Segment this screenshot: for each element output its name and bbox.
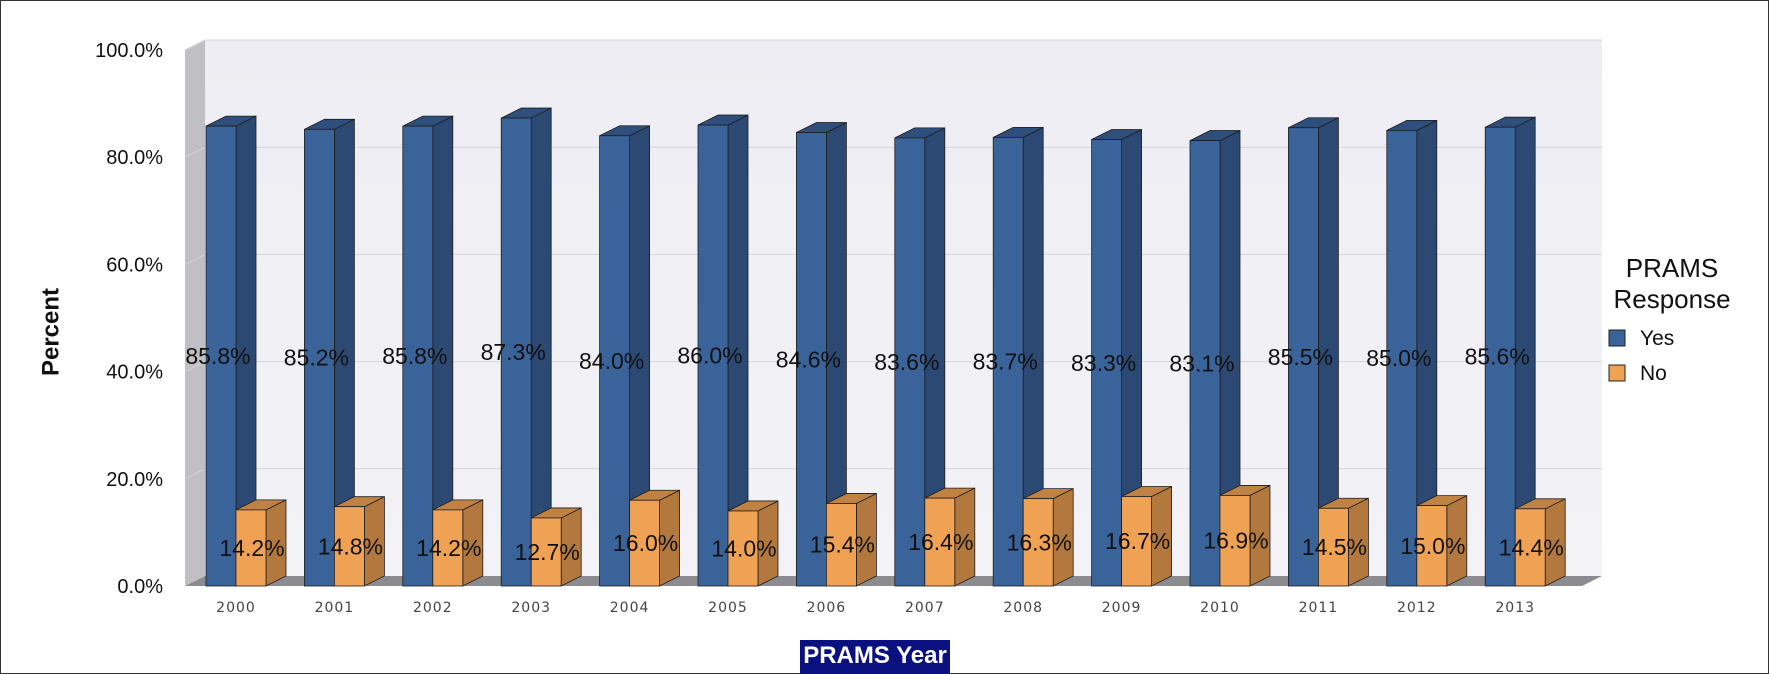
bar-no-2005 [727, 500, 779, 587]
bar-yes-2010 [1189, 129, 1241, 587]
data-label-yes-2005: 86.0% [677, 343, 742, 369]
data-label-no-2001: 14.8% [318, 533, 383, 559]
bar-yes-2002 [402, 115, 454, 587]
legend-swatch-yes [1608, 329, 1626, 347]
data-label-no-2000: 14.2% [219, 535, 284, 561]
data-label-no-2013: 14.4% [1499, 534, 1564, 560]
data-label-yes-2010: 83.1% [1169, 350, 1234, 376]
data-label-no-2012: 15.0% [1400, 533, 1465, 559]
gridline-side [184, 39, 206, 51]
x-tick-label-2003: 2003 [511, 600, 551, 616]
data-label-no-2006: 15.4% [810, 532, 875, 558]
data-label-no-2011: 14.5% [1302, 534, 1367, 560]
data-label-no-2007: 16.4% [908, 529, 973, 555]
data-label-yes-2000: 85.8% [185, 343, 250, 369]
x-tick-label-2002: 2002 [413, 600, 453, 616]
y-tick-label: 20.0% [106, 469, 163, 491]
bar-yes-2000 [205, 115, 257, 587]
bar-yes-2011 [1288, 117, 1339, 587]
data-label-no-2002: 14.2% [416, 535, 481, 561]
left-wall [185, 40, 205, 586]
x-tick-label-2006: 2006 [807, 600, 847, 616]
bar-yes-2006 [796, 121, 847, 587]
data-label-yes-2006: 84.6% [776, 346, 841, 372]
bar-yes-2004 [599, 125, 650, 587]
gridline-side [184, 146, 206, 158]
x-tick-label-2008: 2008 [1003, 600, 1043, 616]
bar-no-2008 [1022, 487, 1074, 587]
data-label-yes-2008: 83.7% [973, 349, 1038, 375]
data-label-yes-2003: 87.3% [481, 339, 546, 365]
x-tick-label-2001: 2001 [315, 600, 355, 616]
x-tick-label-2007: 2007 [905, 600, 945, 616]
data-label-no-2009: 16.7% [1105, 528, 1170, 554]
data-label-yes-2009: 83.3% [1071, 350, 1136, 376]
bar-no-2013 [1514, 498, 1566, 587]
y-tick-label: 60.0% [106, 254, 163, 276]
x-tick-label-2010: 2010 [1200, 600, 1240, 616]
data-label-yes-2012: 85.0% [1366, 345, 1431, 371]
gridline-side [184, 253, 206, 265]
bars [205, 107, 1566, 587]
x-tick-label-2009: 2009 [1102, 600, 1142, 616]
bar-no-2002 [432, 499, 484, 587]
y-tick-label: 100.0% [95, 40, 163, 62]
bar-no-2000 [235, 499, 287, 587]
x-tick-label-2004: 2004 [610, 600, 650, 616]
data-label-yes-2004: 84.0% [579, 348, 644, 374]
data-label-yes-2001: 85.2% [284, 345, 349, 371]
legend-title-line-2: Response [1613, 284, 1730, 314]
bar-no-2006 [826, 492, 877, 587]
gridline-side [184, 361, 206, 373]
bar-no-2003 [530, 507, 582, 587]
data-label-no-2003: 12.7% [515, 539, 580, 565]
x-axis-ticks: 2000 2001 2002 2003 2004 2005 2006 2007 2008 2009… [216, 600, 1535, 616]
x-tick-label-2011: 2011 [1299, 600, 1339, 616]
x-tick-label-2000: 2000 [216, 600, 256, 616]
data-label-no-2010: 16.9% [1203, 528, 1268, 554]
x-axis-label: PRAMS Year [803, 642, 947, 669]
legend-title-line-1: PRAMS [1626, 253, 1718, 283]
bar-no-2009 [1121, 485, 1172, 587]
legend-label-yes: Yes [1640, 327, 1674, 350]
x-tick-label-2012: 2012 [1397, 600, 1437, 616]
bar-no-2007 [924, 487, 976, 587]
y-tick-label: 80.0% [106, 147, 163, 169]
bar-yes-2012 [1386, 119, 1438, 587]
y-axis-ticks: 0.0% 20.0% 40.0% 60.0% 80.0% 100.0% [95, 40, 163, 598]
bar-yes-2009 [1091, 128, 1142, 587]
data-labels: 85.8% 14.2% 85.2% 14.8% 85.8% 14.2% 87.3% 12.7%… [185, 339, 1563, 565]
data-label-yes-2002: 85.8% [382, 343, 447, 369]
y-tick-label: 40.0% [106, 362, 163, 384]
bar-yes-2005 [697, 114, 749, 587]
bar-yes-2007 [894, 127, 946, 587]
data-label-no-2008: 16.3% [1007, 529, 1072, 555]
y-axis-label: Percent [37, 288, 64, 376]
data-label-no-2004: 16.0% [613, 530, 678, 556]
data-label-yes-2013: 85.6% [1465, 344, 1530, 370]
bar-yes-2003 [500, 107, 552, 587]
y-tick-label: 0.0% [117, 576, 163, 598]
bar-yes-2008 [992, 126, 1044, 587]
legend-label-no: No [1640, 362, 1667, 385]
data-label-yes-2011: 85.5% [1268, 344, 1333, 370]
bar-no-2010 [1219, 484, 1271, 587]
gridline-side [184, 468, 206, 480]
data-label-yes-2007: 83.6% [874, 349, 939, 375]
x-axis-label-box [800, 640, 950, 674]
legend: PRAMS Response Yes No [1608, 253, 1731, 385]
legend-swatch-no [1608, 364, 1626, 382]
bar-no-2011 [1318, 497, 1369, 587]
x-tick-label-2013: 2013 [1495, 600, 1535, 616]
bar-no-2004 [629, 489, 680, 587]
data-label-no-2005: 14.0% [711, 535, 776, 561]
x-tick-label-2005: 2005 [708, 600, 748, 616]
bar-no-2012 [1416, 494, 1468, 587]
bar-no-2001 [333, 496, 385, 587]
